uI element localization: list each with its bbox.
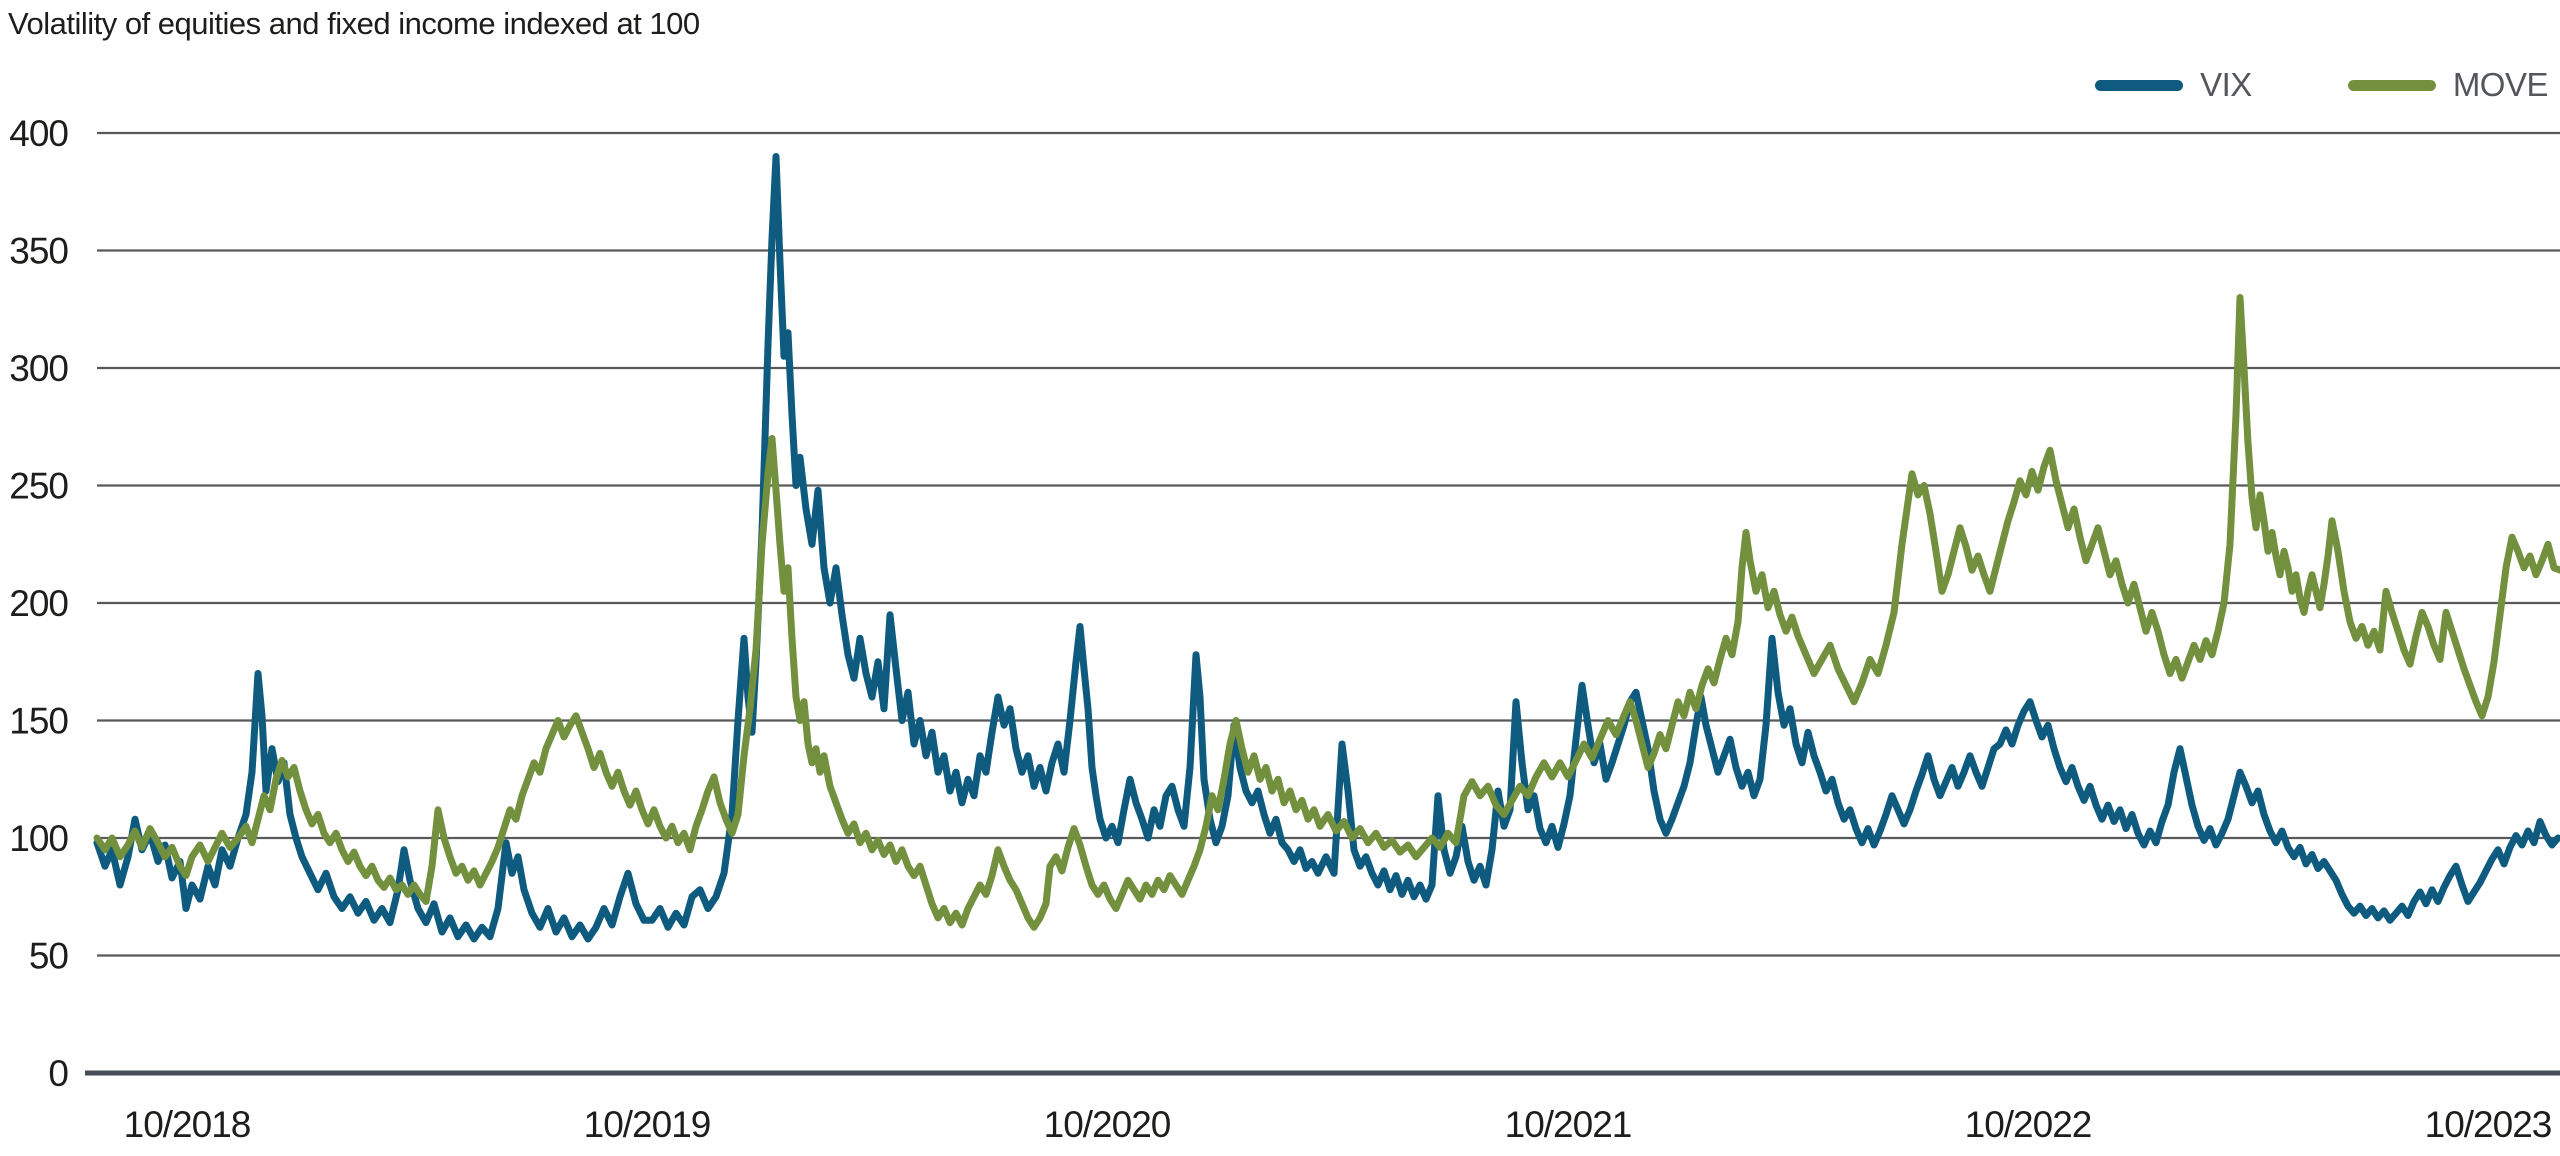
y-tick-label: 50 [29, 936, 69, 977]
y-tick-label: 400 [9, 113, 68, 154]
y-tick-label: 250 [9, 466, 68, 507]
y-tick-label: 0 [48, 1053, 68, 1094]
x-tick-label: 10/2023 [2425, 1104, 2552, 1145]
y-tick-label: 300 [9, 348, 68, 389]
y-tick-label: 200 [9, 583, 68, 624]
series-line-vix [93, 153, 2560, 943]
legend-item-move: MOVE [2347, 66, 2549, 104]
vix-line-swatch-icon [2095, 79, 2184, 91]
y-tick-label: 350 [9, 231, 68, 272]
x-tick-label: 10/2022 [1965, 1104, 2092, 1145]
y-tick-label: 100 [9, 818, 68, 859]
series-line-move [93, 294, 2560, 931]
legend-label-move: MOVE [2452, 66, 2549, 103]
x-tick-label: 10/2020 [1044, 1104, 1171, 1145]
legend-label-vix: VIX [2200, 66, 2252, 103]
legend-item-vix: VIX [2095, 66, 2252, 104]
move-line-swatch-icon [2347, 79, 2436, 91]
x-tick-label: 10/2021 [1505, 1104, 1632, 1145]
x-tick-label: 10/2019 [584, 1104, 711, 1145]
legend: VIX MOVE [2095, 66, 2549, 104]
y-tick-label: 150 [9, 701, 68, 742]
x-tick-label: 10/2018 [124, 1104, 251, 1145]
chart-title: Volatility of equities and fixed income … [8, 6, 700, 41]
